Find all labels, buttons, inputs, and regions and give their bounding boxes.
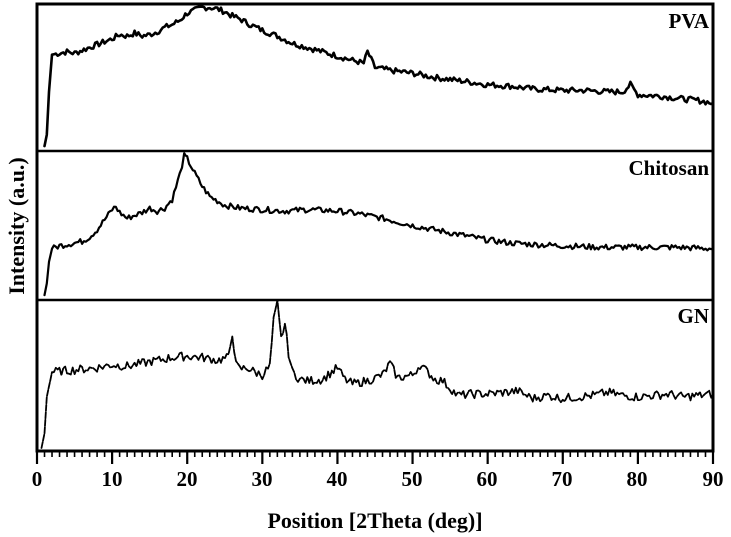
- chitosan-trace: [43, 152, 715, 297]
- panel-label-chitosan: Chitosan: [628, 156, 709, 180]
- x-tick-label: 20: [177, 467, 198, 491]
- panel-label-pva: PVA: [669, 9, 710, 33]
- y-axis-title: Intensity (a.u.): [4, 157, 29, 295]
- x-tick-labels: 0 10 20 30 40 50 60 70 80 90: [32, 467, 724, 491]
- panel-label-gn: GN: [678, 304, 710, 328]
- x-tick-label: 40: [327, 467, 348, 491]
- x-tick-label: 60: [477, 467, 498, 491]
- x-tick-label: 0: [32, 467, 43, 491]
- x-tick-label: 80: [627, 467, 648, 491]
- pva-trace: [43, 5, 715, 148]
- plot-frame: [35, 2, 715, 453]
- x-axis-title: Position [2Theta (deg)]: [267, 508, 482, 533]
- gn-trace: [40, 299, 714, 449]
- x-tick-label: 70: [552, 467, 573, 491]
- x-axis-ticks: [35, 451, 715, 464]
- x-tick-label: 30: [252, 467, 273, 491]
- x-tick-label: 50: [402, 467, 423, 491]
- x-tick-label: 10: [102, 467, 123, 491]
- x-tick-label: 90: [703, 467, 724, 491]
